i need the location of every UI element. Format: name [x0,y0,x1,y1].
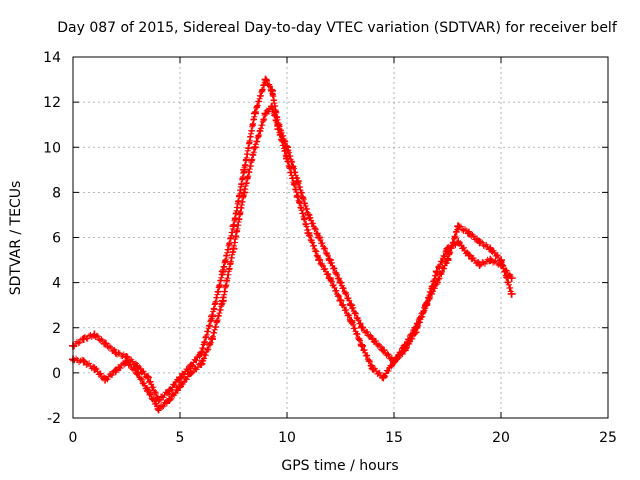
x-tick-label: 25 [599,430,617,446]
data-point [218,296,227,305]
data-point [315,256,324,265]
data-point [368,364,377,373]
data-point [390,357,398,366]
y-tick-label: 8 [52,185,61,201]
x-tick-label: 0 [69,430,78,446]
data-point [454,222,463,231]
x-tick-label: 20 [492,430,510,446]
y-axis-label: SDTVAR / TECUs [8,181,24,296]
data-point [293,177,302,186]
data-point [79,335,88,344]
data-point [336,278,345,287]
y-tick-label: 6 [52,231,61,247]
data-point [315,233,324,242]
x-tick-label: 15 [385,430,403,446]
data-point [432,267,441,276]
data-point [79,357,88,366]
data-point [101,339,110,348]
data-point [379,346,388,355]
data-point [250,143,259,152]
data-point [143,386,152,395]
data-point [357,323,366,332]
data-point [122,357,131,366]
data-point [90,364,99,373]
data-point [293,192,302,201]
data-point [154,404,163,413]
data-point [133,368,142,377]
data-point [422,301,431,310]
y-tick-label: 0 [52,366,61,382]
data-point [186,368,195,377]
y-tick-label: 2 [52,321,61,337]
data-point [90,330,99,339]
data-point [261,75,270,84]
data-series [69,75,516,414]
data-point [432,278,441,287]
data-point [325,256,334,265]
data-point [347,301,356,310]
data-point [283,154,291,163]
chart-title: Day 087 of 2015, Sidereal Day-to-day VTE… [57,20,618,36]
data-point [111,366,120,375]
y-tick-label: -2 [47,411,61,427]
data-point [208,312,217,321]
data-point [101,375,110,384]
data-point [357,341,366,350]
data-point [368,335,377,344]
data-point [229,222,238,231]
data-point [176,382,184,391]
series-track-a [69,75,516,405]
data-point [229,244,238,253]
y-tick-label: 10 [43,140,61,156]
data-point [218,267,227,276]
data-point [379,373,388,382]
data-point [165,386,174,395]
data-point [325,274,334,283]
data-point [400,341,409,350]
data-point [250,109,259,118]
data-point [497,256,505,265]
series-track-b [69,102,516,414]
axis-ticks: 0 5 10 15 20 25 -2 0 2 4 6 8 10 12 14 [43,50,617,446]
data-point [443,256,452,265]
series-markers [70,76,514,405]
data-point [347,316,356,325]
data-point [475,260,484,269]
data-point [304,228,313,237]
data-point [176,373,184,382]
data-point [274,125,283,134]
data-point [486,256,495,265]
data-point [304,210,313,219]
data-point [165,395,174,404]
y-tick-label: 14 [43,50,61,66]
data-point [261,109,270,118]
x-tick-label: 5 [176,430,185,446]
data-point [464,251,473,260]
grid-lines [73,57,608,418]
data-point [507,289,516,298]
data-point [143,373,152,382]
data-point [111,348,120,357]
data-point [411,323,420,332]
x-tick-label: 10 [278,430,296,446]
data-point [154,395,163,404]
data-point [336,296,345,305]
data-point [133,362,142,371]
data-point [268,102,277,111]
data-point [464,228,473,237]
x-axis-label: GPS time / hours [281,458,398,474]
data-point [486,244,495,253]
y-tick-label: 4 [52,276,61,292]
data-point [197,359,206,368]
data-point [268,86,277,95]
data-point [240,188,249,197]
data-point [240,165,249,174]
data-point [208,335,217,344]
data-point [475,238,484,247]
y-tick-label: 12 [43,95,61,111]
